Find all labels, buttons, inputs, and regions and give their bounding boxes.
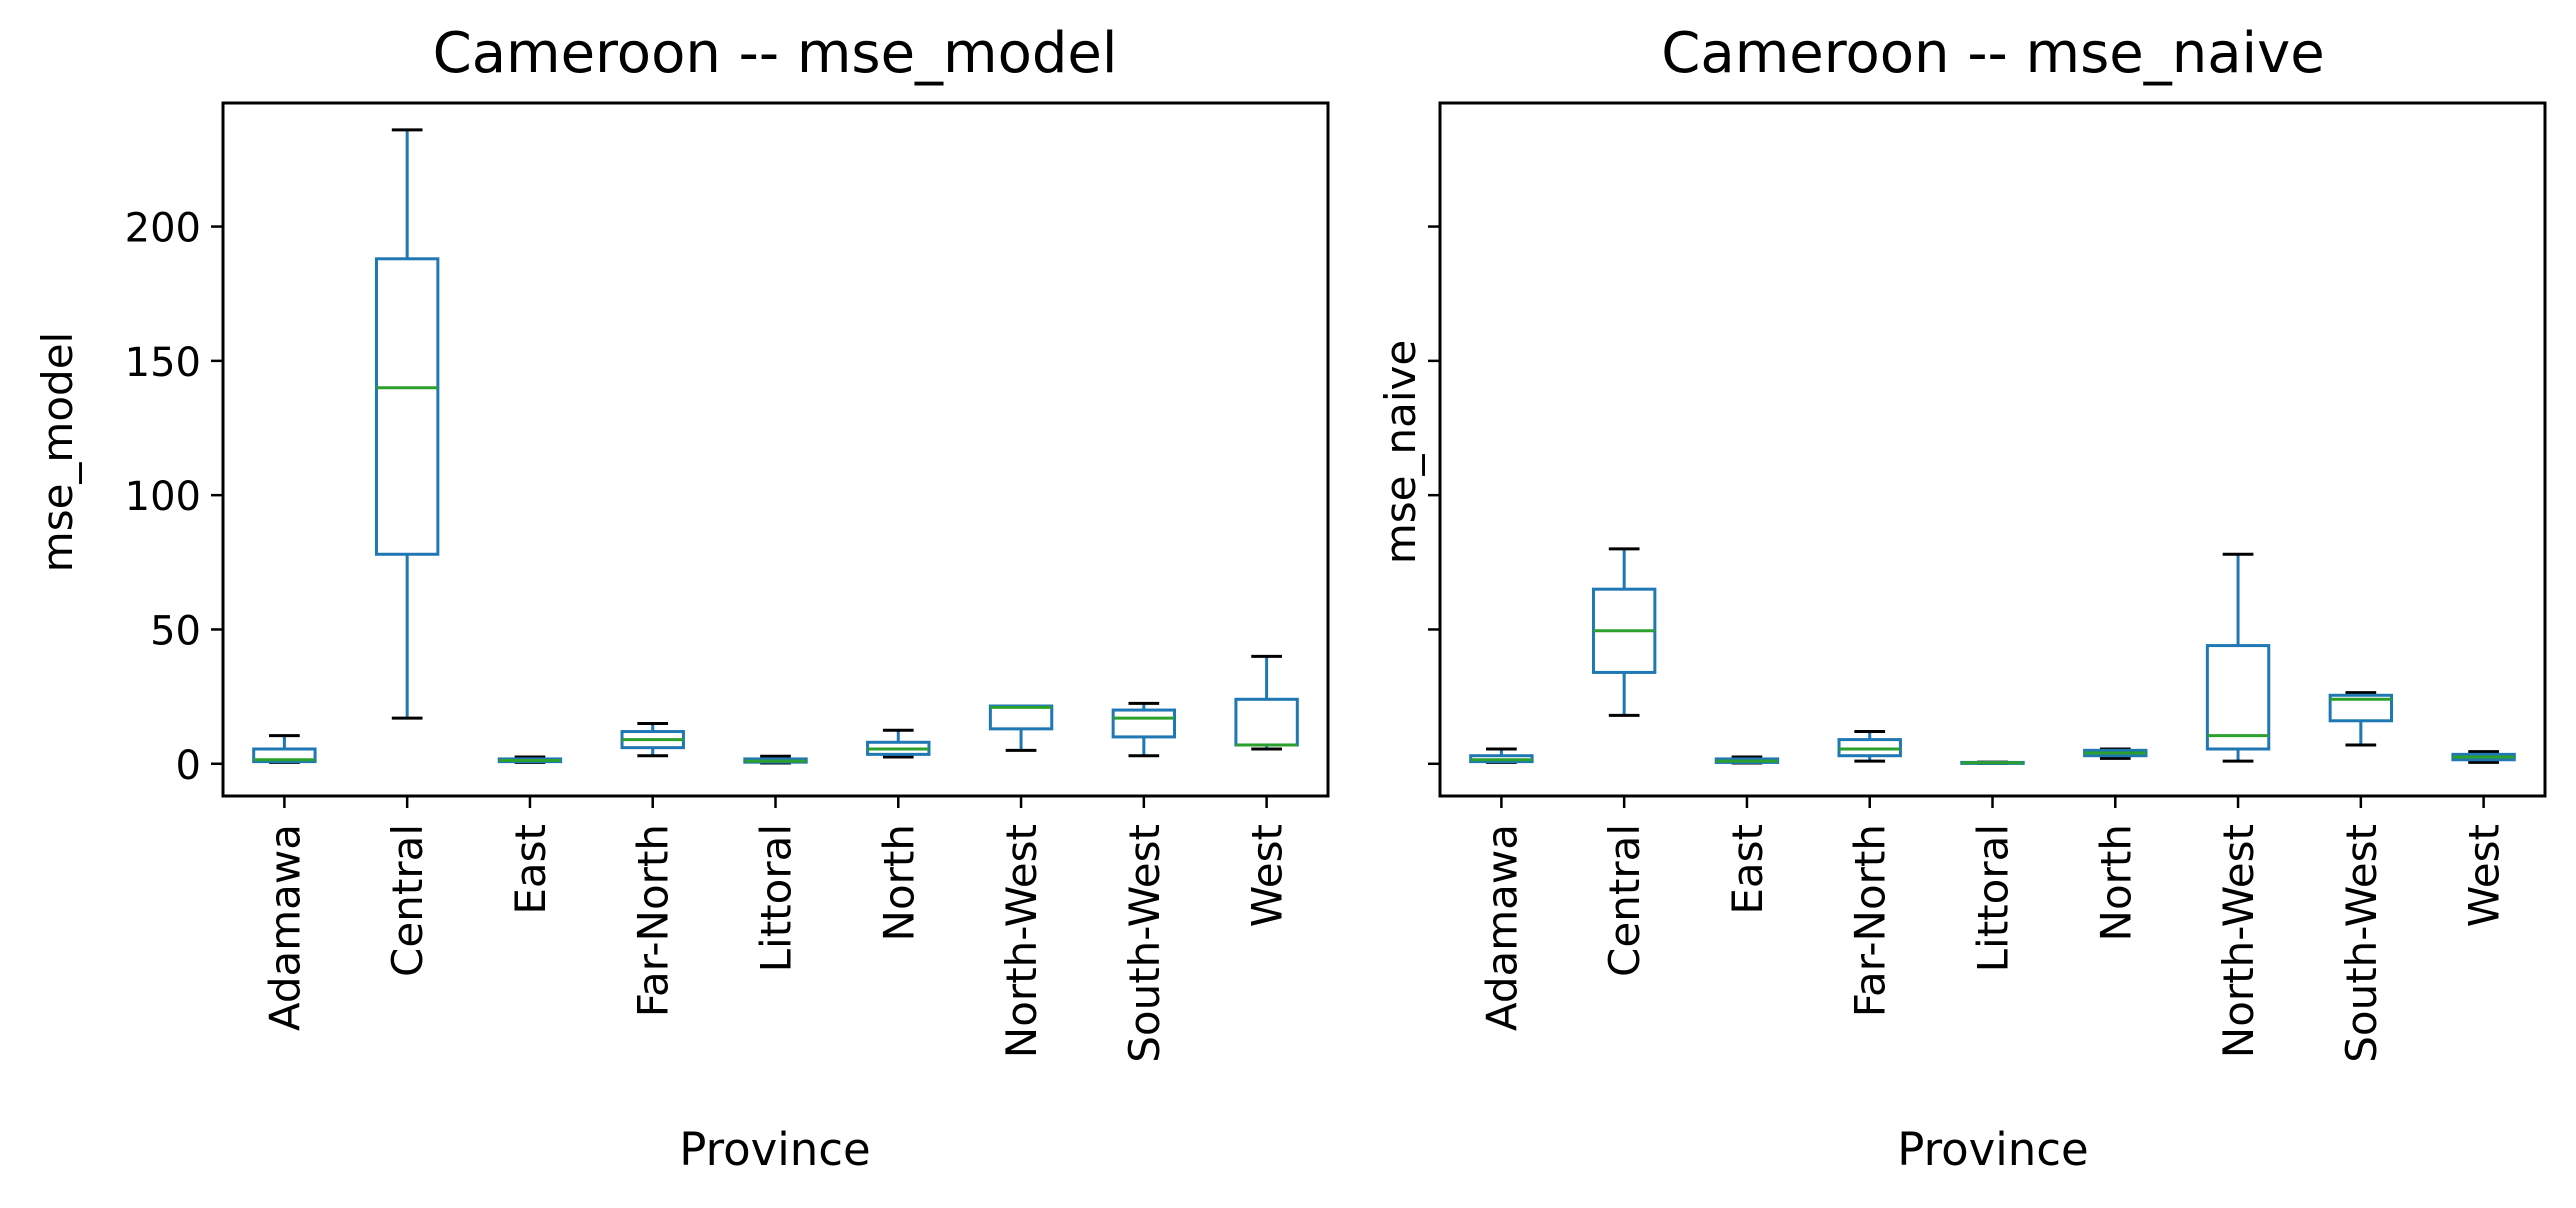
x-tick-label: West [2460,824,2509,927]
box-north-west [988,704,1054,752]
box-iqr [1111,708,1177,739]
x-tick-label: Central [1600,824,1649,977]
panel-title: Cameroon -- mse_model [433,21,1118,86]
box-far-north [620,721,685,758]
box-north-west [2205,552,2271,763]
x-tick-label: East [506,824,555,915]
box-west [2451,750,2516,764]
box-north [866,728,931,759]
plot-area: 0 50 100 150 200 Adamawa Central East Far-North L… [125,101,1330,1063]
y-tick-label: 150 [125,340,201,386]
box-iqr [252,747,317,764]
x-tick-label: North [2091,824,2140,941]
panel-title: Cameroon -- mse_naive [1661,21,2324,86]
x-tick-label: West [1243,824,1292,927]
box-littoral [1960,760,2025,765]
x-axis-label: Province [1897,1123,2088,1176]
x-tick-label: North-West [2214,824,2263,1058]
y-axis-label: mse_model [33,332,82,572]
box-south-west [2328,691,2394,747]
panel-mse-model: Cameroon -- mse_model mse_model Province… [33,21,1330,1176]
plot-area: Adamawa Central East Far-North Littoral North… [1428,101,2547,1063]
box-littoral [743,754,808,765]
x-tick-label: Littoral [1969,824,2018,972]
x-tick-label: North-West [997,824,1046,1058]
box-east [1714,755,1780,765]
x-tick-label: Littoral [752,824,801,972]
box-adamawa [1469,747,1534,764]
y-axis-label: mse_naive [1376,340,1425,564]
x-tick-label: Adamawa [1477,824,1526,1031]
y-tick-label: 100 [125,474,201,520]
box-central [374,128,440,720]
x-tick-label: North [874,824,923,941]
box-iqr [374,257,440,556]
x-tick-label: Far-North [629,824,678,1017]
panel-mse-naive: Cameroon -- mse_naive mse_naive Province… [1376,21,2547,1176]
x-tick-label: South-West [2337,824,2386,1063]
y-tick-label: 200 [125,206,201,252]
box-far-north [1837,730,1902,763]
x-tick-label: Adamawa [260,824,309,1031]
x-tick-label: Far-North [1846,824,1895,1017]
box-south-west [1111,701,1177,758]
box-central [1591,547,1657,717]
y-tick-label: 50 [150,608,201,654]
x-tick-label: Central [383,824,432,977]
box-north [2083,747,2148,760]
x-axis-label: Province [679,1123,870,1176]
y-tick-label: 0 [176,743,201,789]
x-tick-label: East [1723,824,1772,915]
box-adamawa [252,734,317,764]
box-iqr [2328,693,2394,723]
box-iqr [2205,644,2271,751]
box-west [1234,654,1299,751]
x-tick-label: South-West [1120,824,1169,1063]
box-east [497,755,563,764]
